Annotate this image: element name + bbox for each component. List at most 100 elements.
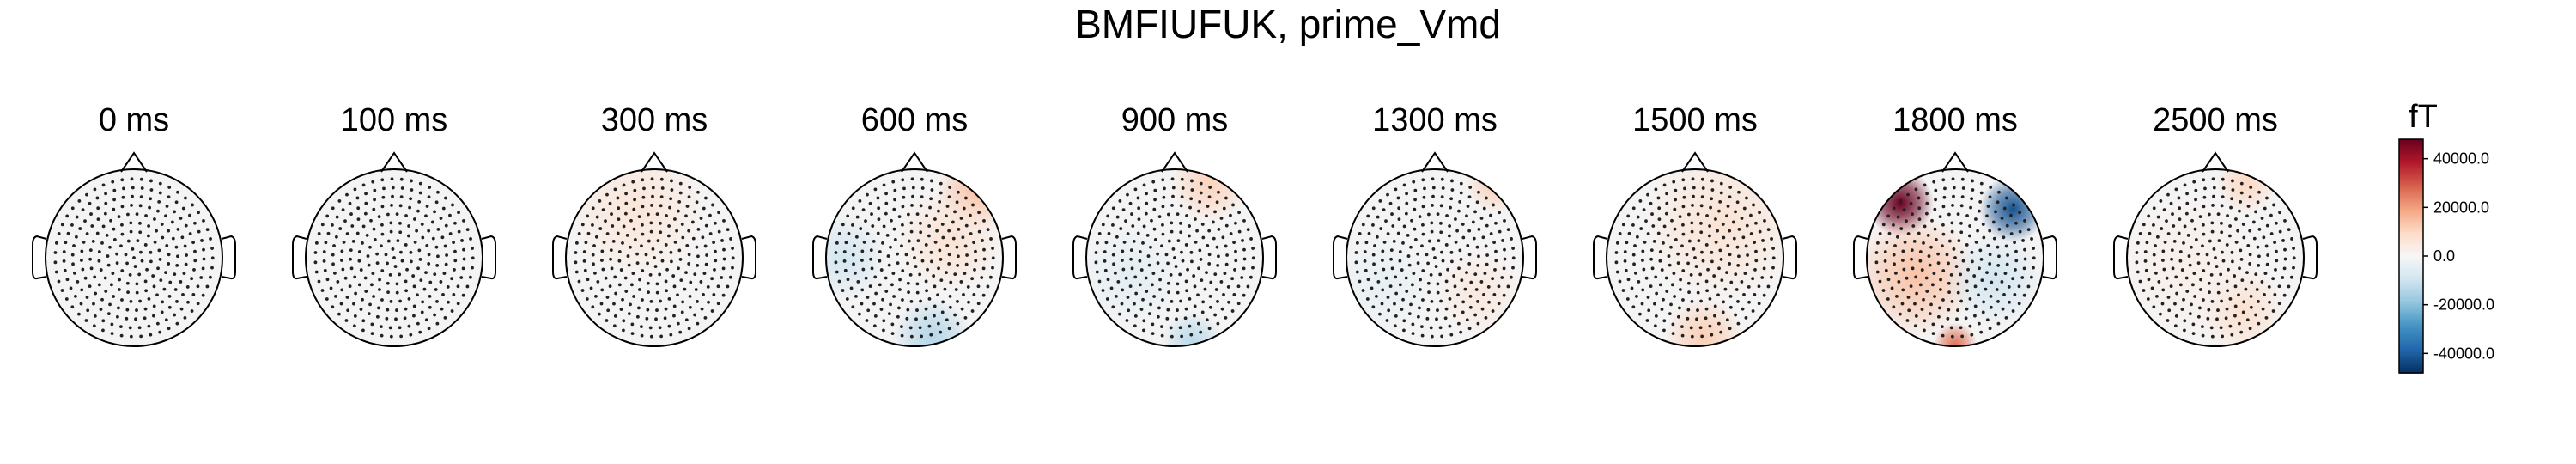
colorbar-segment (2399, 205, 2423, 207)
head-outline (1853, 151, 2057, 347)
colorbar-segment (2399, 210, 2423, 212)
colorbar-segment (2399, 198, 2423, 200)
colorbar-segment (2399, 199, 2423, 202)
sensor-dots (1094, 177, 1255, 339)
topomap-time-label: 1300 ms (1372, 102, 1498, 138)
colorbar-segment (2399, 217, 2423, 219)
colorbar-segment (2399, 192, 2423, 195)
colorbar-segment (2399, 277, 2423, 279)
colorbar: fT 40000.0 20000.0 0.0 -20000.0 -40000.0 (2398, 99, 2494, 374)
colorbar-segment (2399, 256, 2423, 259)
colorbar-segment (2399, 235, 2423, 238)
colorbar-segment (2399, 299, 2423, 302)
colorbar-unit-label: fT (2409, 99, 2438, 135)
field-blob (566, 169, 708, 280)
colorbar-segment (2399, 280, 2423, 283)
colorbar-segment (2399, 175, 2423, 178)
colorbar-segment (2399, 153, 2423, 156)
field-blob (1161, 310, 1224, 346)
colorbar-tick-label: 40000.0 (2433, 150, 2489, 168)
topomap-field (1867, 169, 2044, 346)
colorbar-segment (2399, 223, 2423, 226)
colorbar-tick-label: 20000.0 (2433, 198, 2489, 216)
colorbar-segment (2399, 196, 2423, 198)
head-outline (1072, 151, 1277, 347)
field-blob (1663, 297, 1744, 346)
sensor-dots (53, 177, 215, 339)
colorbar-segment (2399, 239, 2423, 241)
colorbar-segment (2399, 229, 2423, 231)
colorbar-segment (2399, 211, 2423, 214)
topomap-time-label: 2500 ms (2153, 102, 2278, 138)
colorbar-segment (2399, 203, 2423, 205)
colorbar-segment (2399, 180, 2423, 183)
colorbar-segment (2399, 369, 2423, 372)
colorbar-segment (2399, 313, 2423, 315)
colorbar-segment (2399, 215, 2423, 217)
colorbar-segment (2399, 232, 2423, 235)
colorbar-segment (2399, 158, 2423, 161)
colorbar-tick-label: -20000.0 (2433, 296, 2494, 314)
colorbar-segment (2399, 208, 2423, 211)
colorbar-segment (2399, 251, 2423, 253)
topomap-2: 300 ms (552, 102, 756, 347)
field-blob (2215, 169, 2278, 214)
colorbar-segment (2399, 363, 2423, 365)
colorbar-segment (2399, 246, 2423, 248)
head-outline (552, 151, 756, 347)
colorbar-segment (2399, 339, 2423, 341)
colorbar-segment (2399, 263, 2423, 266)
colorbar-segment (2399, 344, 2423, 346)
colorbar-segment (2399, 364, 2423, 367)
colorbar-segment (2399, 272, 2423, 274)
colorbar-segment (2399, 230, 2423, 233)
colorbar-segment (2399, 285, 2423, 288)
colorbar-segment (2399, 172, 2423, 174)
topomap-row: 0 ms 100 ms 300 ms 600 ms 900 ms 1300 ms 1500 … (32, 102, 2318, 347)
colorbar-segment (2399, 189, 2423, 192)
colorbar-segment (2399, 294, 2423, 296)
colorbar-segment (2399, 314, 2423, 317)
field-blob (896, 186, 1003, 294)
colorbar-segment (2399, 186, 2423, 188)
colorbar-tick-label: -40000.0 (2433, 345, 2494, 362)
head-outline (812, 151, 1017, 347)
colorbar-segment (2399, 162, 2423, 164)
sensor-dots (1614, 177, 1776, 339)
field-blob (1346, 231, 1435, 338)
colorbar-segment (2399, 316, 2423, 319)
colorbar-segment (2399, 146, 2423, 149)
colorbar-segment (2399, 366, 2423, 369)
topomap-field (1086, 169, 1263, 346)
colorbar-segment (2399, 332, 2423, 334)
colorbar-segment (2399, 301, 2423, 303)
colorbar-segment (2399, 237, 2423, 240)
field-blob (1466, 169, 1523, 214)
colorbar-segment (2399, 321, 2423, 324)
colorbar-segment (2399, 304, 2423, 307)
head-outline (1333, 151, 1537, 347)
topomap-4: 900 ms (1072, 102, 1277, 347)
colorbar-segment (2399, 155, 2423, 157)
field-blob (826, 213, 889, 302)
colorbar-segment (2399, 282, 2423, 284)
colorbar-segment (2399, 148, 2423, 150)
colorbar-segment (2399, 337, 2423, 339)
colorbar-segment (2399, 290, 2423, 293)
colorbar-segment (2399, 349, 2423, 351)
colorbar-segment (2399, 302, 2423, 305)
colorbar-segment (2399, 327, 2423, 329)
colorbar-segment (2399, 347, 2423, 350)
colorbar-segment (2399, 167, 2423, 169)
colorbar-segment (2399, 191, 2423, 193)
colorbar-segment (2399, 368, 2423, 370)
field-blob (892, 297, 972, 346)
head-outline (2113, 151, 2318, 347)
figure-title: BMFIUFUK, prime_Vmd (1075, 2, 1501, 46)
colorbar-segment (2399, 206, 2423, 209)
colorbar-segment (2399, 222, 2423, 224)
colorbar-segment (2399, 361, 2423, 363)
colorbar-segment (2399, 234, 2423, 236)
topomap-8: 2500 ms (2113, 102, 2318, 347)
colorbar-segment (2399, 160, 2423, 162)
